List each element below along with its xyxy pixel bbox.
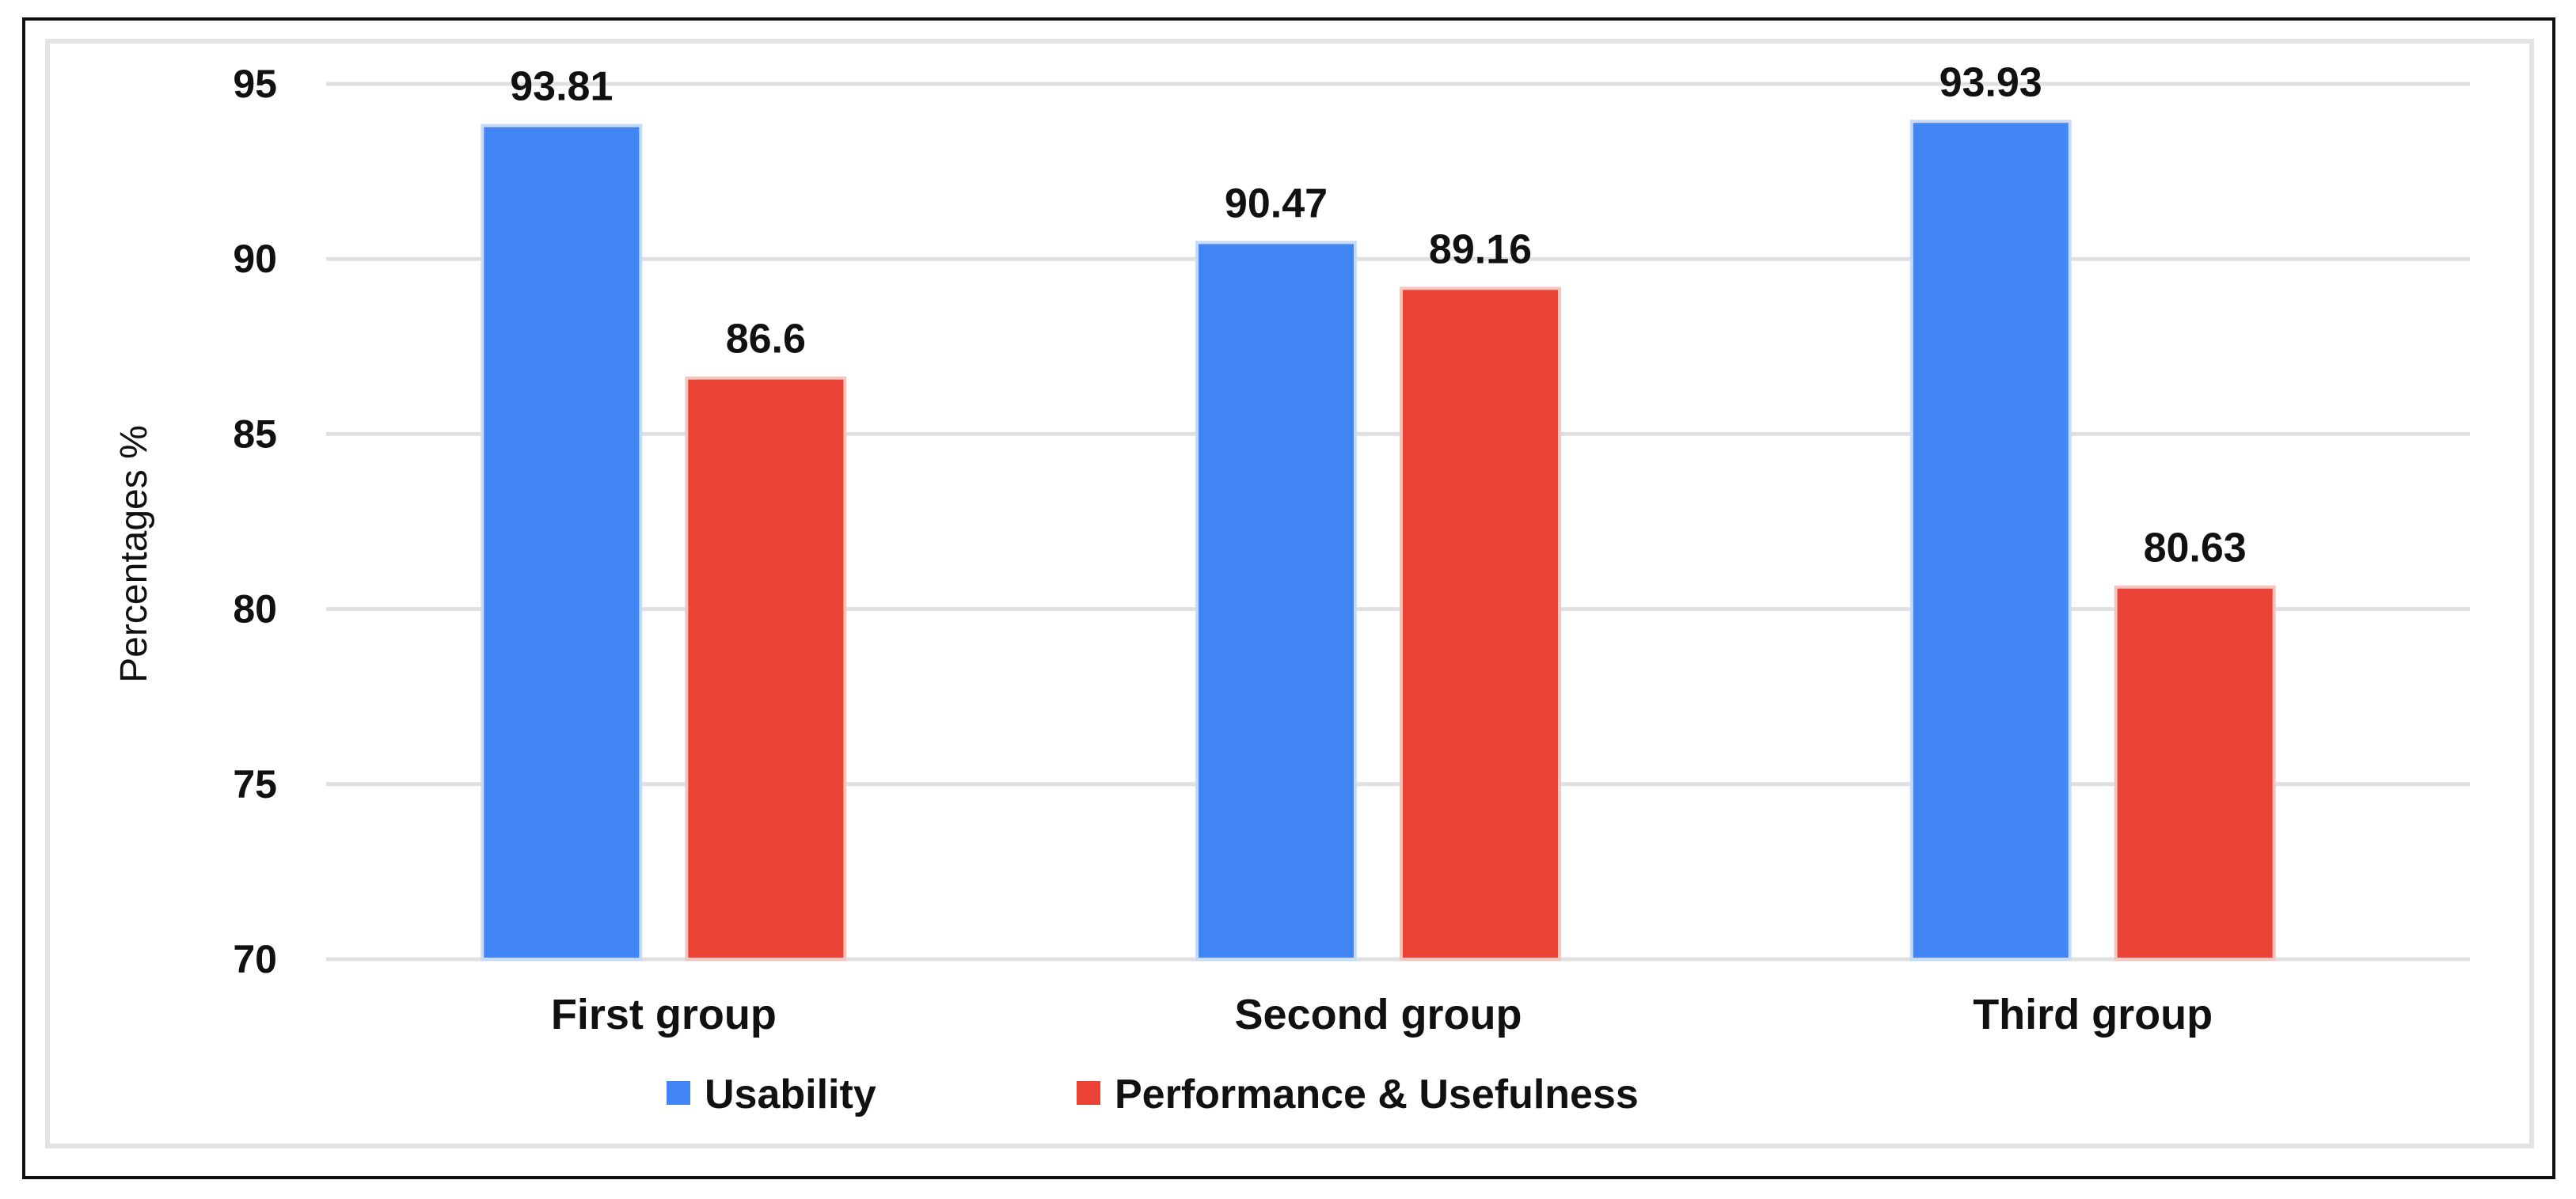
data-label: 93.81	[510, 64, 613, 110]
category-label: Second group	[1235, 991, 1522, 1038]
data-label: 86.6	[726, 317, 806, 362]
y-tick-label: 95	[233, 62, 277, 106]
bar-performance-usefulness-1	[685, 376, 847, 961]
legend-swatch-2	[1077, 1081, 1100, 1105]
y-tick-label: 70	[233, 937, 277, 981]
y-tick-label: 85	[233, 412, 277, 456]
y-tick-labels: 95 90 85 80 75 70	[233, 62, 277, 981]
bar-usability-1	[481, 123, 643, 961]
y-tick-label: 75	[233, 762, 277, 806]
legend-swatch-1	[667, 1081, 690, 1105]
legend-label: Performance & Usefulness	[1115, 1072, 1639, 1117]
category-labels: First group Second group Third group	[551, 991, 2213, 1038]
gridlines	[326, 82, 2470, 962]
data-label: 93.93	[1940, 59, 2042, 105]
data-labels: 93.81 86.6 90.47 89.16 93.93 80.63	[510, 59, 2246, 571]
y-tick-label: 90	[233, 237, 277, 281]
legend: Usability Performance & Usefulness	[667, 1072, 1639, 1117]
bars	[481, 120, 2276, 962]
y-axis-title: Percentages %	[113, 425, 155, 683]
legend-label: Usability	[705, 1072, 876, 1117]
data-label: 89.16	[1429, 226, 1532, 272]
bar-usability-2	[1195, 241, 1357, 961]
data-label: 90.47	[1225, 180, 1328, 226]
bar-performance-usefulness-2	[1400, 286, 1561, 962]
bar-performance-usefulness-3	[2114, 585, 2276, 962]
y-tick-label: 80	[233, 587, 277, 632]
bar-usability-3	[1909, 120, 2072, 962]
data-label: 80.63	[2144, 526, 2247, 571]
category-label: First group	[551, 991, 777, 1038]
category-label: Third group	[1973, 991, 2213, 1038]
